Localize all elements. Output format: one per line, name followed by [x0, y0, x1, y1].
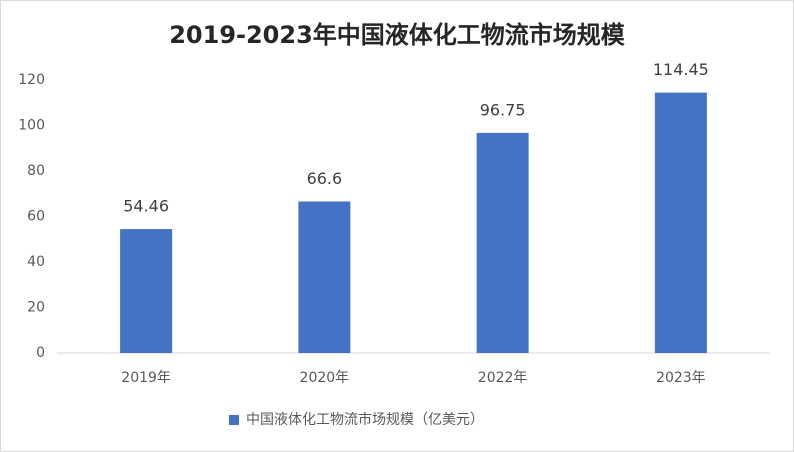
y-tick-label: 100 — [18, 118, 45, 134]
y-tick-label: 80 — [27, 163, 45, 179]
data-label: 66.6 — [307, 169, 343, 188]
x-tick-label: 2023年 — [656, 370, 706, 386]
y-tick-label: 40 — [27, 254, 45, 270]
x-tick-label: 2022年 — [478, 370, 528, 386]
y-tick-label: 20 — [27, 300, 45, 316]
legend-label: 中国液体化工物流市场规模（亿美元） — [246, 411, 484, 428]
data-label: 96.75 — [480, 100, 526, 119]
y-tick-label: 60 — [27, 209, 45, 225]
x-tick-label: 2019年 — [121, 370, 171, 386]
y-tick-label: 0 — [36, 345, 45, 361]
data-label: 54.46 — [123, 197, 169, 216]
bar — [476, 132, 529, 353]
bar — [654, 92, 707, 353]
y-tick-label: 120 — [18, 72, 45, 88]
bar — [298, 201, 351, 353]
x-tick-label: 2020年 — [300, 370, 350, 386]
chart-title: 2019-2023年中国液体化工物流市场规模 — [169, 21, 626, 49]
bar — [120, 229, 173, 353]
data-label: 114.45 — [653, 60, 709, 79]
legend-swatch — [229, 415, 239, 425]
